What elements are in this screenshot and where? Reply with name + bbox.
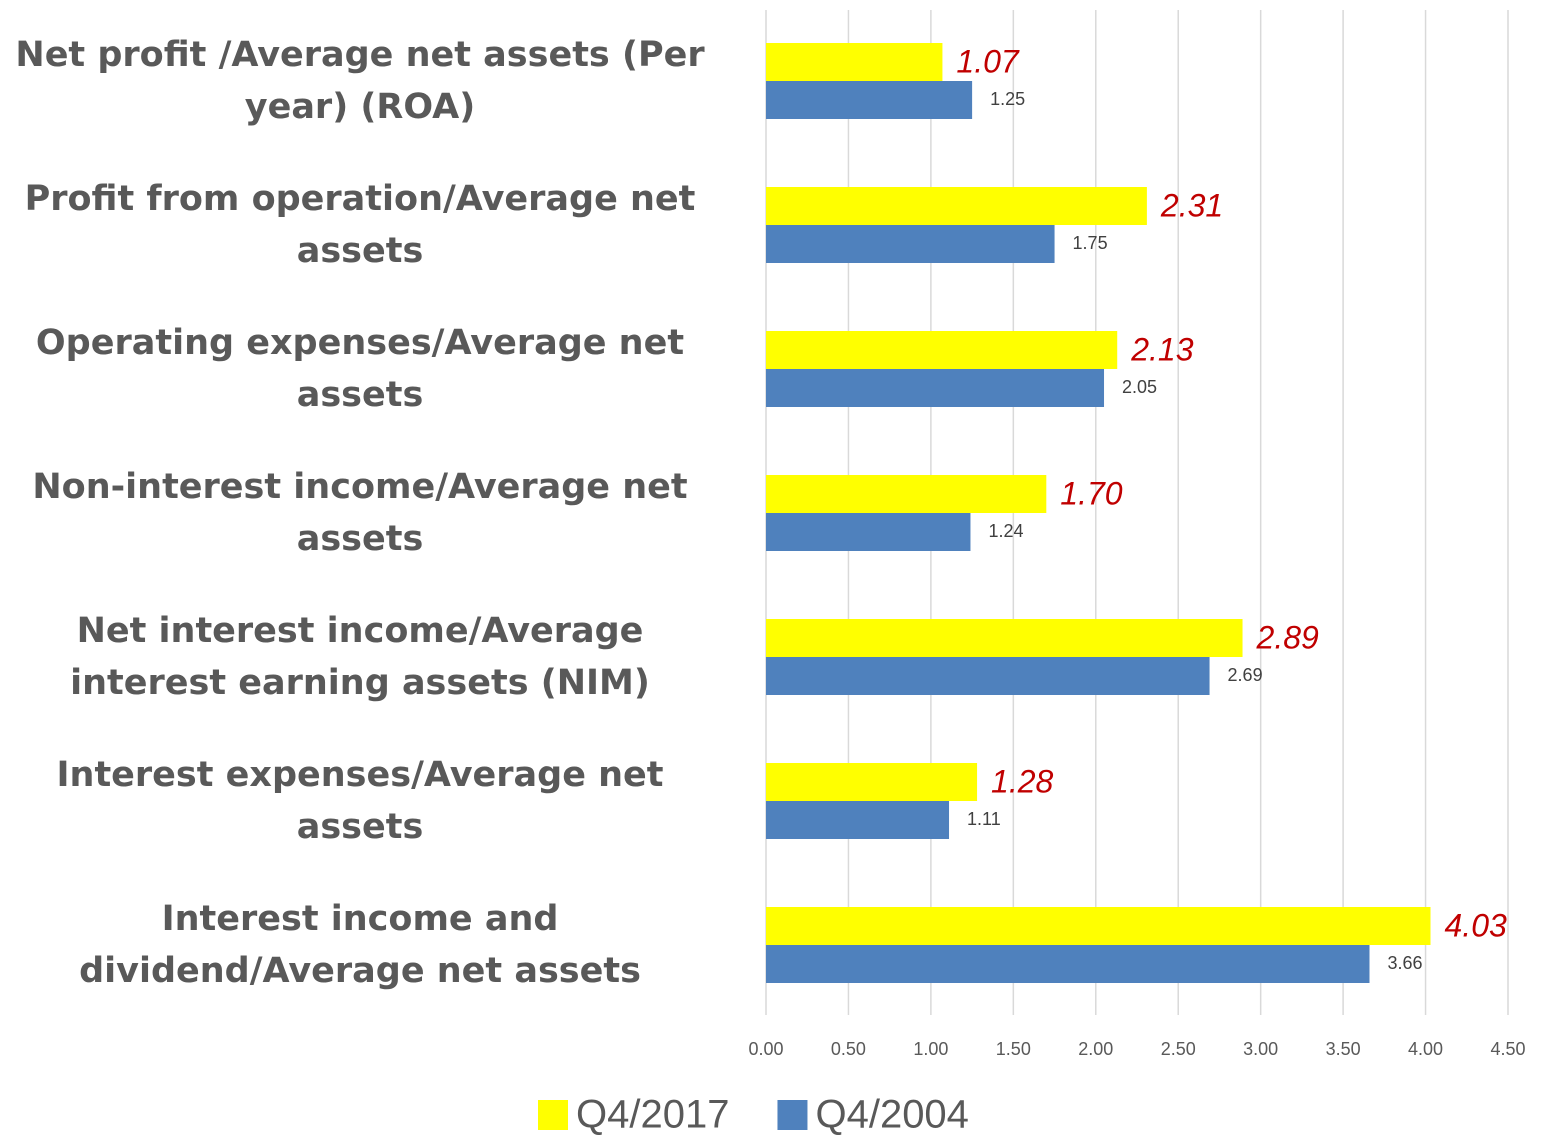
bar [766,43,943,81]
y-tick-label: Non-interest income/Average net assets [32,467,688,559]
bar [766,225,1055,263]
bar [766,945,1370,983]
x-tick-label: 3.00 [1243,1039,1278,1059]
x-tick-label: 1.00 [913,1039,948,1059]
bar [766,187,1147,225]
data-label: 2.13 [1130,331,1193,367]
bar [766,81,973,119]
x-tick-label: 0.50 [831,1039,866,1059]
data-label: 1.11 [967,809,1001,829]
data-label: 1.75 [1073,233,1108,253]
bar [766,657,1210,695]
legend-label: Q4/2017 [576,1093,729,1137]
bar [766,513,971,551]
x-tick-label: 1.50 [996,1039,1031,1059]
data-label: 3.66 [1387,953,1422,973]
data-label: 1.25 [990,89,1025,109]
data-label: 1.24 [988,521,1023,541]
bar [766,763,978,801]
x-tick-label: 0.00 [748,1039,783,1059]
y-tick-label: Profit from operation/Average net assets [24,179,696,271]
x-tick-label: 4.00 [1408,1039,1443,1059]
data-label: 4.03 [1445,907,1507,943]
legend-label: Q4/2004 [815,1093,968,1137]
bar [766,907,1431,945]
bar [766,331,1118,369]
bar [766,619,1243,657]
data-label: 2.31 [1160,187,1223,223]
x-tick-label: 4.50 [1490,1039,1525,1059]
data-label: 2.89 [1256,619,1319,655]
y-tick-label: Net interest income/Average interest ear… [70,611,650,703]
x-tick-label: 2.00 [1078,1039,1113,1059]
y-tick-label: Net profit /Average net assets (Per year… [15,35,705,127]
data-label: 1.07 [956,43,1019,79]
bar [766,369,1105,407]
data-label: 2.05 [1122,377,1157,397]
legend-swatch [777,1100,808,1130]
x-tick-label: 2.50 [1161,1039,1196,1059]
x-tick-label: 3.50 [1326,1039,1361,1059]
data-label: 1.28 [991,763,1053,799]
y-tick-label: Interest expenses/Average net assets [56,755,664,847]
legend-swatch [538,1100,568,1130]
bar [766,801,950,839]
data-label: 2.69 [1228,665,1263,685]
bar [766,475,1047,513]
y-tick-label: Operating expenses/Average net assets [35,323,685,415]
y-tick-label: Interest income and dividend/Average net… [79,899,641,991]
data-label: 1.70 [1060,475,1122,511]
